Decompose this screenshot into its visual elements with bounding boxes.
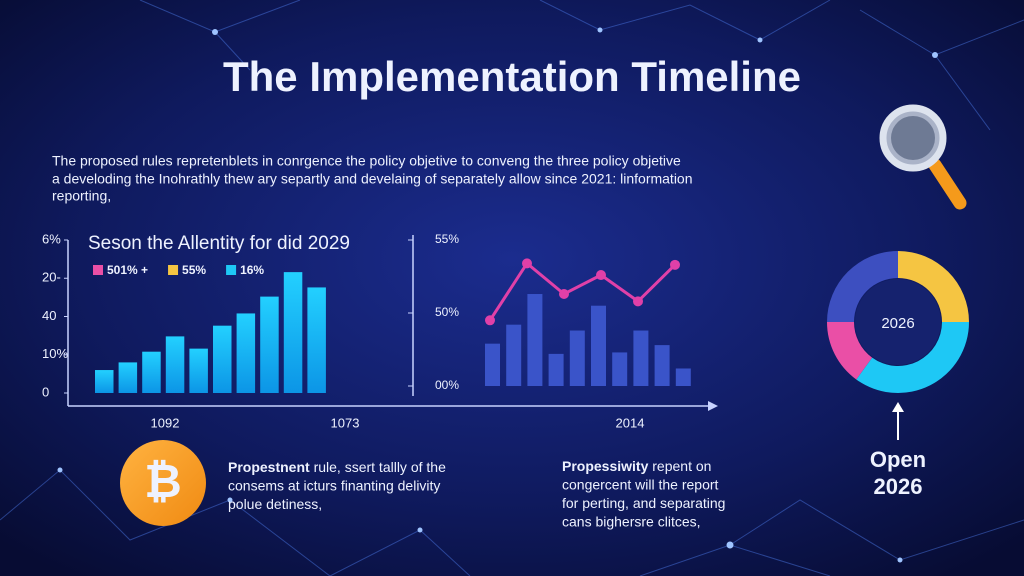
- pie-hole: [855, 279, 941, 365]
- bar: [142, 351, 161, 393]
- svg-text:₿: ₿: [144, 455, 182, 507]
- legend-label: 16%: [240, 263, 264, 277]
- intro-line: a develoding the Inohrathly thew ary sep…: [52, 171, 693, 187]
- line: [488, 261, 677, 322]
- y-tick-label: 0: [42, 384, 49, 399]
- line-point: [596, 270, 606, 281]
- page-title: The Implementation Timeline: [223, 53, 801, 100]
- note-text: polue detiness,: [228, 496, 322, 512]
- bar: [260, 296, 279, 393]
- bar: [118, 362, 138, 393]
- note-text: for perting, and separating: [562, 495, 725, 511]
- legend-label: 501% +: [107, 263, 148, 277]
- callout-arrowhead: [892, 402, 904, 412]
- bar: [591, 305, 606, 386]
- note-line: for perting, and separating: [562, 495, 725, 511]
- note-bold: Propestnent: [228, 459, 310, 475]
- bar: [506, 324, 522, 386]
- note-line: polue detiness,: [228, 496, 322, 512]
- bar: [527, 294, 543, 386]
- bar: [569, 330, 585, 386]
- chart-title: Seson the Allentity for did 2029: [88, 233, 350, 254]
- y-tick-label: 6%: [42, 231, 61, 246]
- line-point: [670, 259, 680, 270]
- x-tick-label: 1073: [331, 415, 360, 430]
- line-point: [633, 296, 643, 307]
- y-tick-label: 55%: [435, 232, 459, 246]
- axis-arrow: [708, 401, 718, 411]
- bar: [612, 352, 628, 386]
- bar: [485, 343, 500, 386]
- pie-center-label: 2026: [881, 315, 914, 332]
- magnifier-icon: [879, 104, 967, 210]
- pie-wedge: [856, 322, 969, 393]
- bar: [548, 353, 564, 386]
- y-tick-label: 00%: [435, 378, 459, 392]
- x-tick-label: 1092: [151, 415, 180, 430]
- y-tick-label: 20-: [42, 270, 61, 285]
- line-point: [485, 315, 495, 326]
- note-text: repent on: [648, 458, 711, 474]
- bar: [633, 330, 649, 386]
- legend-swatch: [93, 265, 103, 275]
- bar: [95, 370, 114, 393]
- note-text: congercent will the report: [562, 476, 719, 492]
- bar: [165, 336, 185, 393]
- y-tick-label: 40: [42, 308, 56, 323]
- y-tick-label: 10%: [42, 346, 68, 361]
- note-text: consems at icturs finanting delivity: [228, 477, 440, 493]
- note-line: cans bighersre clitces,: [562, 513, 701, 529]
- note-line: Propestnent rule, ssert tallly of the: [228, 459, 446, 475]
- note-line: congercent will the report: [562, 476, 719, 492]
- pie-wedge: [827, 322, 873, 380]
- y-tick-label: 50%: [435, 305, 459, 319]
- callout-text: 2026: [874, 474, 923, 499]
- bar: [307, 287, 326, 393]
- note-bold: Propessiwity: [562, 458, 649, 474]
- x-tick-label: 2014: [616, 415, 645, 430]
- intro-line: reporting,: [52, 188, 111, 204]
- bar: [654, 345, 670, 386]
- legend-swatch: [226, 265, 237, 275]
- bar: [213, 325, 232, 393]
- legend-label: 55%: [182, 263, 206, 277]
- line-point: [522, 258, 532, 269]
- note-text: cans bighersre clitces,: [562, 513, 701, 529]
- note-line: Propessiwity repent on: [562, 458, 711, 474]
- bar: [236, 313, 256, 393]
- pie-wedge: [898, 251, 969, 322]
- legend-swatch: [168, 265, 179, 275]
- bitcoin-icon: ₿: [120, 440, 206, 526]
- bar: [189, 348, 208, 393]
- intro-line: The proposed rules repretenblets in conr…: [52, 153, 681, 169]
- note-text: rule, ssert tallly of the: [310, 459, 446, 475]
- network-nodes: [57, 27, 938, 563]
- line-point: [559, 289, 569, 300]
- bar: [675, 368, 691, 386]
- callout-text: Open: [870, 447, 926, 472]
- note-line: consems at icturs finanting delivity: [228, 477, 440, 493]
- pie-wedge: [827, 251, 898, 322]
- bar: [283, 272, 303, 393]
